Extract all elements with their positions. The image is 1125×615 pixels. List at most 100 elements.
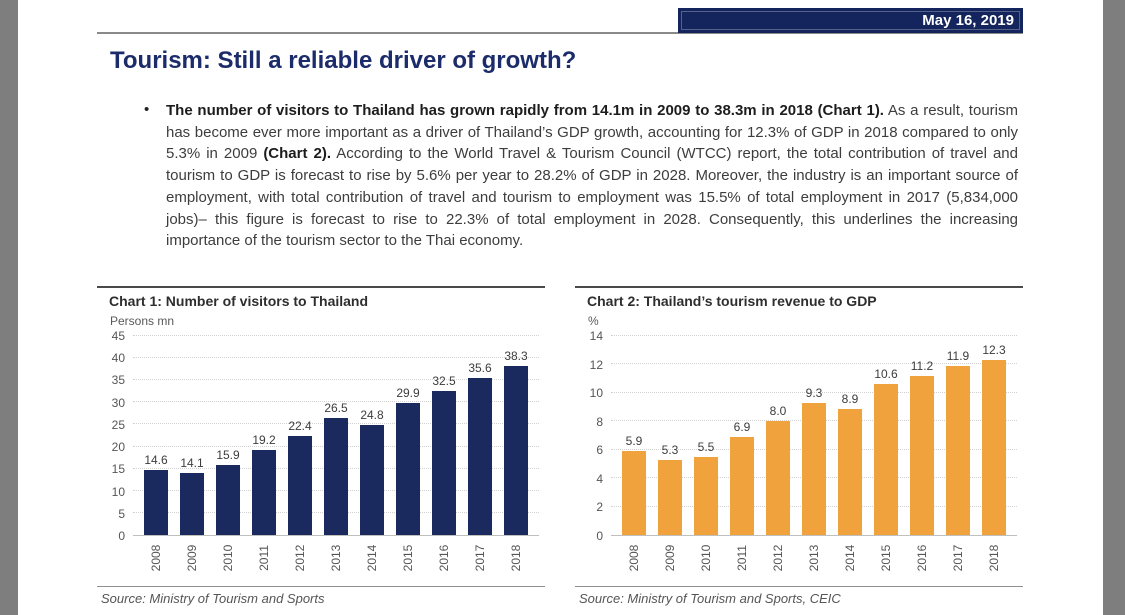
x-tick-2012: 2012	[760, 536, 796, 580]
bullet-text: The number of visitors to Thailand has g…	[166, 100, 1018, 252]
bar-value-label: 5.5	[697, 439, 715, 454]
y-tick-label: 14	[589, 329, 603, 343]
x-tick-2016: 2016	[426, 536, 462, 580]
chart1-title: Chart 1: Number of visitors to Thailand	[109, 293, 369, 309]
bar-value-label: 8.0	[769, 404, 787, 419]
bar-2012	[288, 435, 312, 535]
x-tick-label: 2014	[365, 544, 379, 572]
bar-value-label: 35.6	[468, 360, 492, 375]
bar-value-label: 24.8	[360, 408, 384, 423]
bar-2011	[730, 436, 754, 535]
bar-2008	[622, 451, 646, 535]
bar-slot-2014: 24.8	[354, 336, 390, 535]
bar-2016	[910, 375, 934, 535]
x-tick-2015: 2015	[868, 536, 904, 580]
bar-value-label: 15.9	[216, 447, 240, 462]
y-tick-label: 40	[111, 351, 125, 366]
bar-value-label: 22.4	[288, 418, 312, 433]
chart1-plot-row: 0 5 10 15 20 25 30 35 40 45 14.6 14.1 15.9 19.2 22.4 2…	[97, 329, 545, 543]
bar-value-label: 26.5	[324, 400, 348, 415]
chart2-plot-area: 5.9 5.3 5.5 6.9 8.0 9.3 8.9 10.6 11.2 11.9 12.3	[611, 335, 1017, 536]
bar-value-label: 5.3	[661, 442, 679, 457]
x-tick-label: 2009	[663, 544, 677, 572]
bar-value-label: 38.3	[504, 348, 528, 363]
chart2-y-axis: 0 2 4 6 8 10 12 14	[575, 329, 611, 543]
y-tick-label: 0	[596, 529, 603, 543]
bar-value-label: 12.3	[982, 343, 1006, 358]
bar-value-label: 11.2	[910, 358, 934, 373]
x-tick-2014: 2014	[354, 536, 390, 580]
y-tick-label: 30	[111, 395, 125, 410]
x-tick-2013: 2013	[796, 536, 832, 580]
bar-slot-2014: 8.9	[832, 336, 868, 535]
chart1-y-axis: 0 5 10 15 20 25 30 35 40 45	[97, 329, 133, 543]
y-tick-label: 25	[111, 417, 125, 432]
gridline	[611, 391, 1017, 393]
x-tick-label: 2017	[951, 544, 965, 572]
bar-2014	[360, 425, 384, 535]
chart1-plot-area: 14.6 14.1 15.9 19.2 22.4 26.5 24.8 29.9 32.5 35.6…	[133, 335, 539, 536]
y-tick-label: 15	[111, 462, 125, 477]
gridline	[611, 363, 1017, 365]
bar-slot-2013: 9.3	[796, 336, 832, 535]
bar-2015	[396, 402, 420, 535]
bar-slot-2015: 10.6	[868, 336, 904, 535]
bar-2013	[324, 417, 348, 535]
bars-group: 14.6 14.1 15.9 19.2 22.4 26.5 24.8 29.9 32.5 35.6…	[133, 336, 539, 535]
bullet-text-segment: As a result, tourism has become ever mor…	[166, 102, 1018, 163]
bar-slot-2010: 15.9	[210, 336, 246, 535]
bar-value-label: 9.3	[805, 385, 823, 400]
bar-2013	[802, 402, 826, 535]
page-title: Tourism: Still a reliable driver of grow…	[110, 47, 577, 74]
y-tick-label: 10	[589, 386, 603, 401]
y-tick-label: 5	[118, 506, 125, 521]
x-tick-2016: 2016	[904, 536, 940, 580]
bullet-text-bold-segment: The number of visitors to Thailand has g…	[166, 102, 884, 119]
chart2-x-axis: 2008 2009 2010 2011 2012 2013 2014 2015 2016 2017…	[611, 536, 1017, 580]
x-tick-2017: 2017	[462, 536, 498, 580]
x-tick-label: 2012	[771, 544, 785, 572]
gridline	[611, 335, 1017, 336]
y-tick-label: 10	[111, 484, 125, 499]
bar-slot-2017: 35.6	[462, 336, 498, 535]
gridline	[133, 379, 539, 381]
bar-value-label: 29.9	[396, 385, 420, 400]
bar-slot-2018: 38.3	[498, 336, 534, 535]
x-tick-label: 2016	[437, 544, 451, 572]
bar-slot-2012: 22.4	[282, 336, 318, 535]
bar-2017	[468, 377, 492, 535]
bar-slot-2016: 32.5	[426, 336, 462, 535]
bar-slot-2008: 14.6	[138, 336, 174, 535]
bar-2011	[252, 450, 276, 535]
bar-2018	[982, 360, 1006, 535]
x-tick-label: 2012	[293, 544, 307, 572]
bar-2009	[180, 472, 204, 535]
x-tick-label: 2010	[221, 544, 235, 572]
x-tick-label: 2016	[915, 544, 929, 572]
bar-value-label: 19.2	[252, 433, 276, 448]
x-tick-label: 2013	[807, 544, 821, 572]
x-tick-label: 2018	[509, 544, 523, 572]
x-tick-2013: 2013	[318, 536, 354, 580]
chart1-source-rule	[97, 586, 545, 587]
bullet-icon: •	[144, 101, 150, 118]
bar-value-label: 8.9	[841, 391, 859, 406]
chart2-unit-label: %	[588, 314, 599, 328]
bar-slot-2010: 5.5	[688, 336, 724, 535]
x-tick-label: 2008	[149, 544, 163, 572]
x-tick-label: 2014	[843, 544, 857, 572]
bar-value-label: 11.9	[946, 348, 970, 363]
chart1-panel: Chart 1: Number of visitors to Thailand …	[97, 286, 545, 606]
bar-slot-2009: 5.3	[652, 336, 688, 535]
bar-2014	[838, 408, 862, 535]
x-tick-label: 2015	[401, 544, 415, 572]
bar-2018	[504, 365, 528, 535]
chart2-source: Source: Ministry of Tourism and Sports, …	[579, 591, 841, 606]
x-tick-2008: 2008	[138, 536, 174, 580]
report-date-banner: May 16, 2019	[678, 8, 1023, 33]
bar-value-label: 10.6	[874, 367, 898, 382]
bar-value-label: 5.9	[625, 434, 643, 449]
bullet-text-segment: According to the World Travel & Tourism …	[166, 145, 1018, 250]
bar-value-label: 14.6	[144, 453, 168, 468]
bar-slot-2013: 26.5	[318, 336, 354, 535]
